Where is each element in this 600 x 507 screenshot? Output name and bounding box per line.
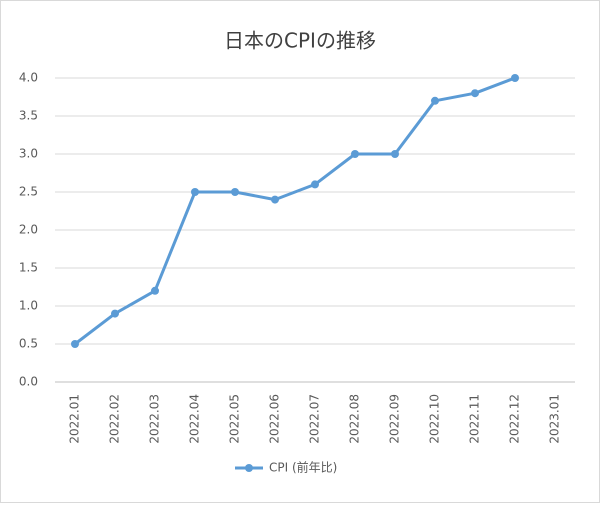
data-point [231, 188, 239, 196]
y-tick-label: 3.5 [19, 109, 38, 123]
data-point [71, 340, 79, 348]
data-point [431, 96, 439, 105]
data-point [271, 195, 279, 204]
chart-title: 日本のCPIの推移 [224, 29, 376, 53]
x-tick-label: 2022.02 [108, 394, 122, 444]
x-tick-label: 2022.01 [68, 394, 82, 444]
series-line [74, 76, 516, 346]
data-point [111, 309, 119, 318]
x-tick-label: 2023.01 [548, 394, 562, 444]
y-tick-label: 0.5 [19, 337, 38, 351]
data-point [471, 89, 479, 98]
y-tick-label: 2.5 [19, 185, 38, 199]
x-tick-label: 2022.07 [308, 394, 322, 444]
y-tick-label: 1.5 [19, 261, 38, 275]
x-tick-label: 2022.09 [388, 394, 402, 444]
x-tick-label: 2022.11 [468, 394, 482, 444]
y-tick-label: 4.0 [19, 71, 38, 85]
x-tick-label: 2022.06 [268, 394, 282, 444]
x-tick-label: 2022.03 [148, 394, 162, 444]
y-tick-label: 2.0 [19, 223, 38, 237]
data-point [151, 286, 159, 295]
x-tick-label: 2022.12 [508, 394, 522, 444]
data-point [311, 180, 319, 189]
x-tick-label: 2022.04 [188, 394, 202, 444]
y-tick-label: 1.0 [19, 299, 38, 313]
x-tick-label: 2022.10 [428, 394, 442, 444]
data-point [391, 150, 399, 158]
data-point [511, 74, 519, 82]
data-point [351, 150, 359, 158]
y-tick-label: 0.0 [19, 375, 38, 389]
y-tick-label: 3.0 [19, 147, 38, 161]
x-tick-label: 2022.05 [228, 394, 242, 444]
x-tick-label: 2022.08 [348, 394, 362, 444]
data-point [191, 188, 199, 196]
legend-label: CPI (前年比) [269, 460, 337, 475]
legend-marker [245, 464, 253, 472]
